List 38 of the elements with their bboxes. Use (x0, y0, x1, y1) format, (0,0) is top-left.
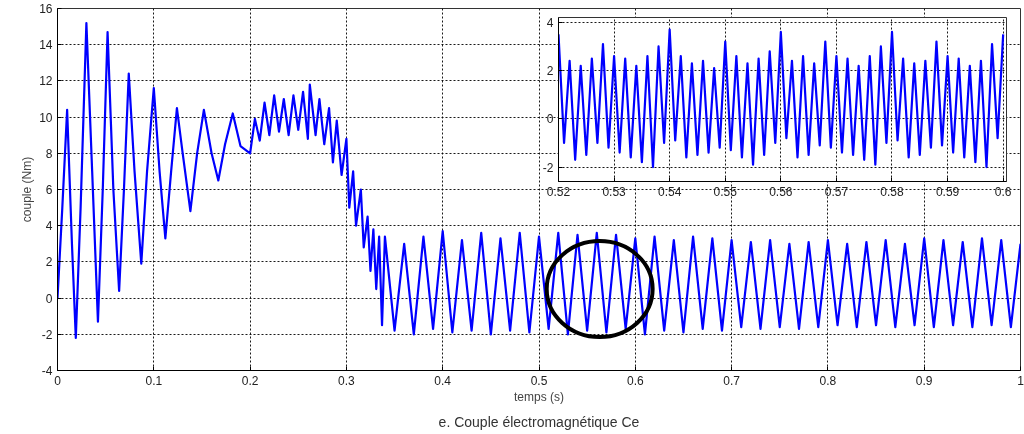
x-tick-label: 0.2 (241, 373, 259, 388)
x-tick-label: 0.6 (626, 373, 644, 388)
x-tick-label: 0.8 (819, 373, 837, 388)
x-tick-label: 0.54 (657, 184, 682, 199)
x-tick-label: 0.3 (338, 373, 356, 388)
y-tick-label: 0 (546, 112, 554, 127)
x-tick-label: 0.7 (723, 373, 741, 388)
y-tick-label: 12 (39, 74, 53, 89)
text: e. Couple électromagnétique Ce (438, 413, 640, 430)
y-tick-label: 6 (45, 183, 53, 197)
x-tick-label: 0.59 (935, 184, 960, 199)
x-tick-label: 0.4 (434, 373, 452, 388)
x-tick-label: 1 (1017, 373, 1024, 388)
y-tick-label: 2 (546, 64, 554, 79)
x-tick-label: 0.5 (530, 373, 548, 388)
x-tick-label: 0.52 (546, 184, 571, 199)
y-tick-label: -4 (41, 364, 53, 378)
x-tick-label: 0.1 (145, 373, 163, 388)
y-axis-title: couple (Nm) (20, 156, 35, 223)
y-tick-label: -2 (41, 327, 53, 342)
y-tick-label: 16 (39, 2, 53, 16)
y-tick-label: 14 (39, 38, 53, 53)
y-tick-label: 10 (39, 110, 53, 125)
y-tick-label: 0 (45, 291, 53, 306)
line-series (558, 28, 1005, 169)
x-tick-label: 0.53 (602, 184, 627, 199)
y-tick-label: 4 (45, 219, 53, 234)
x-tick-label: 0.6 (994, 184, 1012, 199)
x-axis-title: temps (s) (514, 389, 565, 404)
y-tick-label: 2 (45, 255, 53, 270)
y-tick-label: -2 (542, 160, 554, 175)
x-tick-label: 0.9 (915, 373, 933, 388)
y-tick-label: 8 (45, 146, 53, 161)
y-tick-label: 4 (546, 15, 554, 30)
x-tick-label: 0.55 (713, 184, 738, 199)
x-tick-label: 0.58 (880, 184, 904, 199)
x-tick-label: 0.56 (769, 184, 793, 199)
x-tick-label: 0.57 (824, 184, 849, 199)
